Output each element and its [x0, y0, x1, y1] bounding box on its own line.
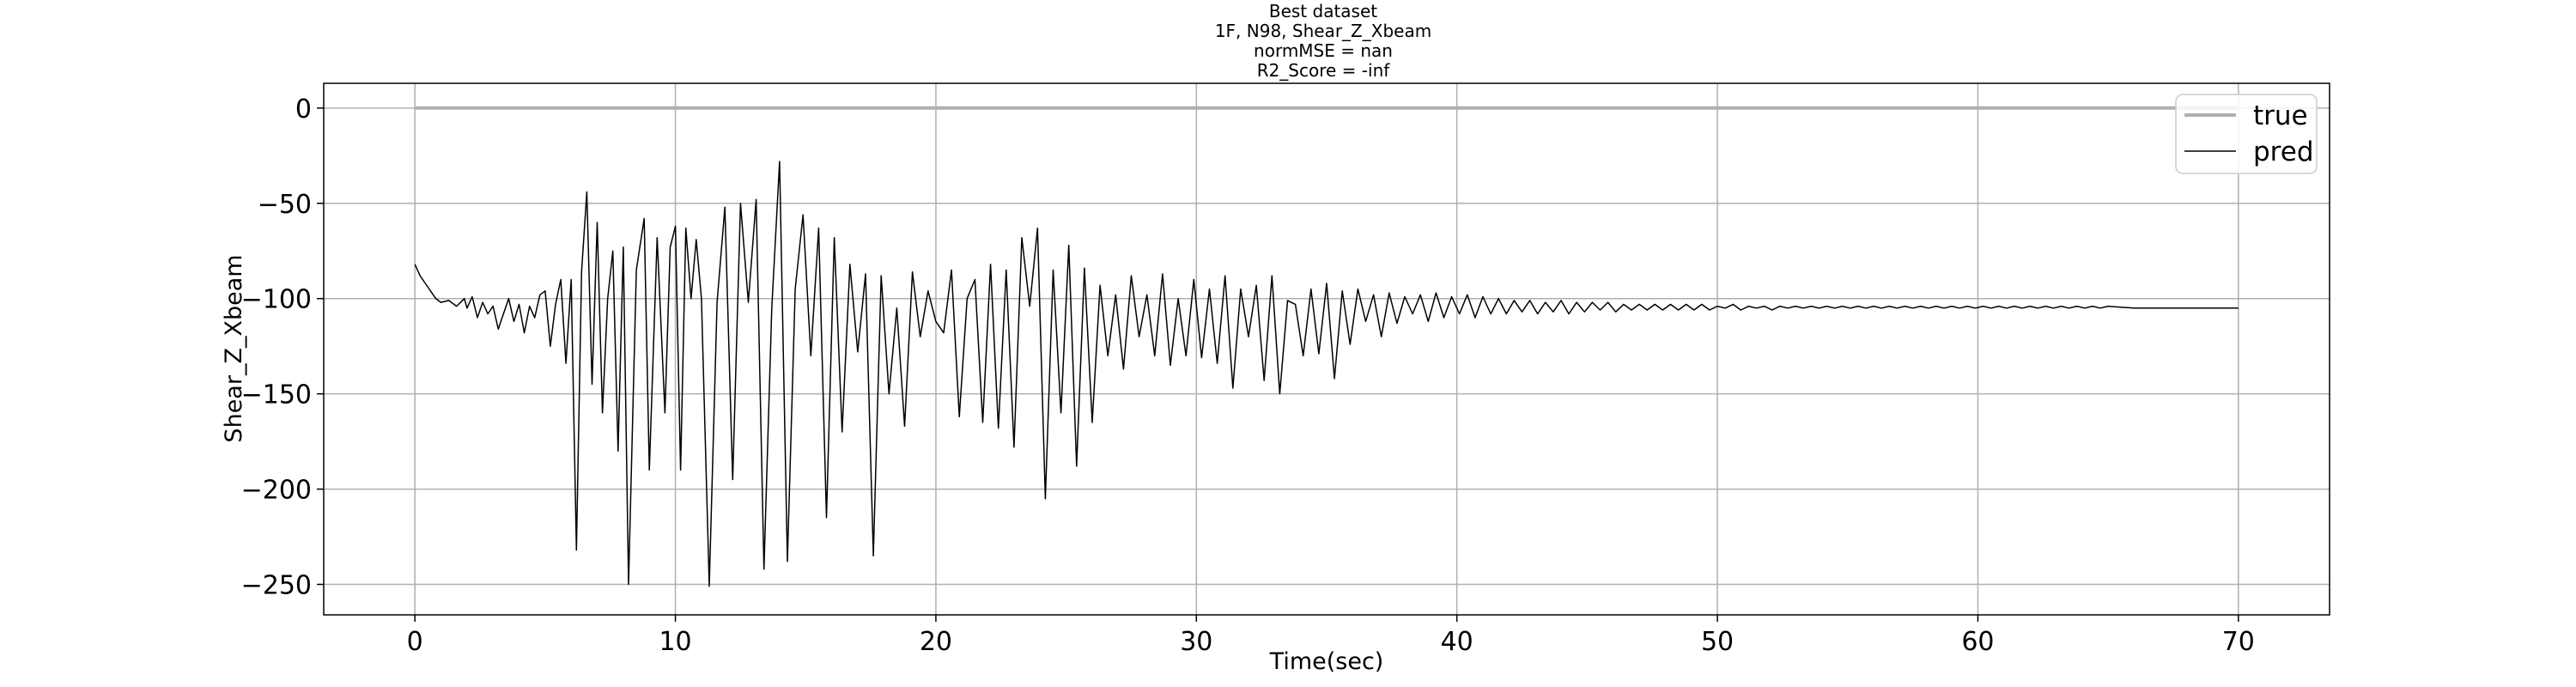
legend-label-true: true [2253, 100, 2308, 131]
chart-title: Best dataset 1F, N98, Shear_Z_Xbeam norm… [1215, 1, 1431, 81]
y-tick-label: 0 [295, 94, 312, 125]
plot-frame [323, 82, 2330, 616]
x-tick-label: 50 [1701, 627, 1734, 657]
x-axis-ticks: 0 10 20 30 40 50 60 70 [407, 615, 2255, 657]
series-line-pred [414, 161, 2239, 587]
title-line-1: Best dataset [1269, 1, 1377, 21]
x-tick-label: 30 [1180, 627, 1212, 657]
y-tick-label: −150 [241, 380, 312, 410]
x-tick-label: 20 [920, 627, 952, 657]
title-line-3: normMSE = nan [1254, 40, 1393, 61]
x-tick-label: 60 [1961, 627, 1994, 657]
legend: true pred [2175, 94, 2318, 174]
x-tick-label: 70 [2222, 627, 2255, 657]
title-line-2: 1F, N98, Shear_Z_Xbeam [1215, 21, 1431, 41]
y-tick-label: −250 [241, 571, 312, 601]
y-tick-label: −200 [241, 476, 312, 506]
x-tick-label: 0 [407, 627, 423, 657]
legend-label-pred: pred [2253, 137, 2314, 167]
series-group [414, 106, 2239, 587]
x-tick-label: 10 [659, 627, 691, 657]
y-tick-label: −100 [241, 285, 312, 315]
y-axis-ticks: 0 −50 −100 −150 −200 −250 [241, 94, 324, 601]
x-tick-label: 40 [1441, 627, 1473, 657]
title-line-4: R2_Score = -inf [1257, 60, 1391, 81]
x-axis-label: Time(sec) [1269, 648, 1384, 675]
y-tick-label: −50 [258, 190, 312, 220]
y-axis-label: Shear_Z_Xbeam [221, 254, 247, 442]
